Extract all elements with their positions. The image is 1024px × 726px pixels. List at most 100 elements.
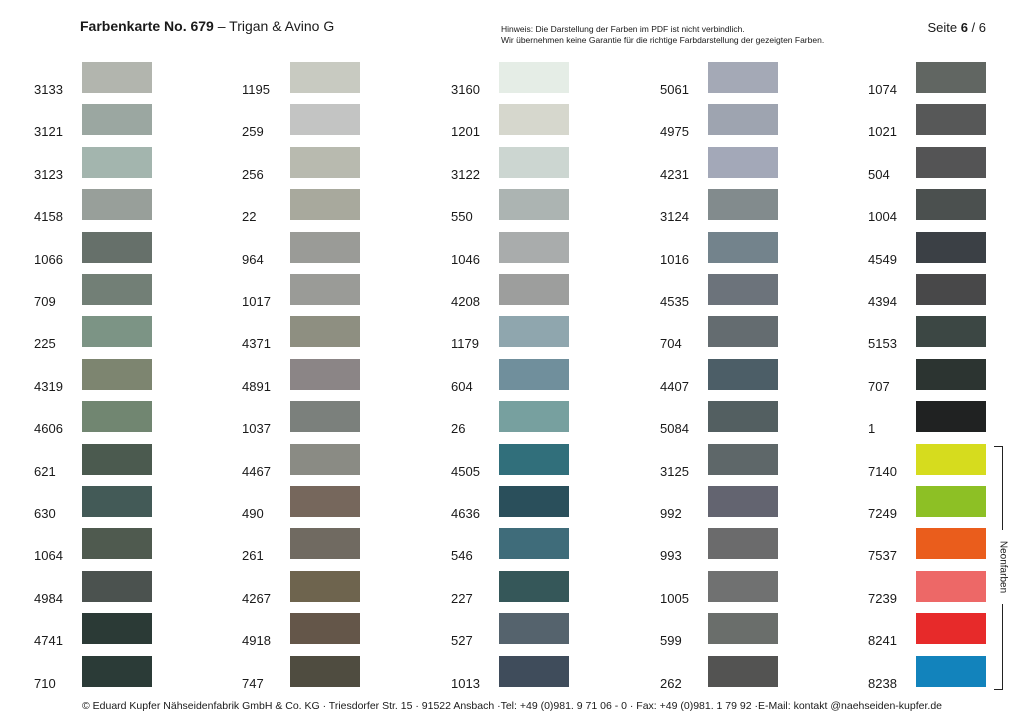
color-entry: 992 xyxy=(660,486,820,528)
color-code: 4636 xyxy=(451,506,480,521)
color-code: 1016 xyxy=(660,251,689,267)
color-swatch xyxy=(916,104,986,136)
color-swatch xyxy=(916,274,986,305)
color-code: 599 xyxy=(660,633,682,649)
color-entry: 227 xyxy=(451,570,611,613)
color-entry: 1 xyxy=(868,401,1024,443)
color-swatch xyxy=(499,570,569,602)
color-code: 1195 xyxy=(242,82,270,97)
color-entry: 256 xyxy=(242,146,402,189)
color-entry: 604 xyxy=(451,358,611,401)
color-code: 604 xyxy=(451,378,473,394)
color-code: 4975 xyxy=(660,124,689,140)
disclaimer-line-2: Wir übernehmen keine Garantie für die ri… xyxy=(501,35,825,45)
color-swatch xyxy=(708,189,778,221)
color-swatch xyxy=(708,316,778,348)
color-swatch xyxy=(916,401,986,433)
page-label: Seite xyxy=(927,20,961,35)
color-code: 527 xyxy=(451,633,473,649)
color-entry: 630 xyxy=(34,486,194,528)
color-code: 7140 xyxy=(868,463,897,479)
color-entry: 1004 xyxy=(868,189,1024,231)
card-title-number: Farbenkarte No. 679 xyxy=(80,18,214,34)
color-swatch xyxy=(82,443,152,475)
color-swatch xyxy=(708,655,778,687)
neon-label-gap xyxy=(996,530,1010,604)
page-current: 6 xyxy=(960,20,968,35)
color-swatch xyxy=(290,146,360,178)
color-code: 1013 xyxy=(451,675,480,691)
color-entry: 3124 xyxy=(660,189,820,231)
color-swatch xyxy=(499,274,569,305)
color-code: 3160 xyxy=(451,82,480,97)
color-code: 4549 xyxy=(868,251,897,267)
footer-contact: © Eduard Kupfer Nähseidenfabrik GmbH & C… xyxy=(81,700,943,712)
color-entry: 4636 xyxy=(451,486,611,528)
color-swatch xyxy=(916,570,986,602)
color-entry: 621 xyxy=(34,443,194,486)
color-entry: 7239 xyxy=(868,570,1024,613)
color-code: 621 xyxy=(34,463,56,479)
color-swatch xyxy=(499,62,569,93)
page-total: / 6 xyxy=(967,20,986,35)
color-entry: 707 xyxy=(868,358,1024,401)
color-entry: 599 xyxy=(660,613,820,655)
color-entry: 490 xyxy=(242,486,402,528)
color-entry: 5061 xyxy=(660,62,820,104)
color-entry: 1066 xyxy=(34,231,194,274)
color-code: 630 xyxy=(34,506,56,521)
color-code: 1064 xyxy=(34,548,63,564)
color-swatch xyxy=(499,443,569,475)
color-entry: 4505 xyxy=(451,443,611,486)
color-entry: 3123 xyxy=(34,146,194,189)
color-code: 1179 xyxy=(451,336,479,352)
color-entry: 1179 xyxy=(451,316,611,358)
color-swatch xyxy=(916,189,986,221)
color-code: 7249 xyxy=(868,506,897,521)
color-entry: 709 xyxy=(34,274,194,316)
color-code: 3121 xyxy=(34,124,63,140)
color-swatch xyxy=(82,358,152,390)
color-swatch xyxy=(499,401,569,433)
color-swatch xyxy=(290,316,360,348)
color-entry: 8238 xyxy=(868,655,1024,698)
color-swatch xyxy=(290,570,360,602)
color-entry: 1046 xyxy=(451,231,611,274)
color-code: 1201 xyxy=(451,124,480,140)
color-code: 504 xyxy=(868,166,890,182)
color-swatch xyxy=(708,486,778,517)
color-swatch xyxy=(82,316,152,348)
color-entry: 8241 xyxy=(868,613,1024,655)
color-code: 3122 xyxy=(451,166,480,182)
color-swatch xyxy=(290,528,360,560)
color-code: 4371 xyxy=(242,336,271,352)
color-entry: 964 xyxy=(242,231,402,274)
color-code: 1017 xyxy=(242,294,271,309)
color-code: 1037 xyxy=(242,421,271,437)
color-swatch xyxy=(499,231,569,263)
card-title-subtitle: – Trigan & Avino G xyxy=(213,18,335,34)
color-swatch xyxy=(916,443,986,475)
color-swatch xyxy=(916,528,986,560)
color-swatch xyxy=(708,62,778,93)
color-swatch xyxy=(916,231,986,263)
color-entry: 1037 xyxy=(242,401,402,443)
color-swatch xyxy=(499,146,569,178)
color-code: 262 xyxy=(660,675,682,691)
color-entry: 4918 xyxy=(242,613,402,655)
color-entry: 527 xyxy=(451,613,611,655)
color-entry: 1201 xyxy=(451,104,611,146)
color-code: 992 xyxy=(660,506,682,521)
color-swatch xyxy=(290,104,360,136)
color-swatch xyxy=(499,316,569,348)
color-code: 1004 xyxy=(868,209,897,225)
color-code: 1046 xyxy=(451,251,480,267)
color-swatch xyxy=(916,62,986,93)
color-swatch xyxy=(82,62,152,93)
color-swatch xyxy=(916,486,986,517)
color-entry: 550 xyxy=(451,189,611,231)
color-swatch xyxy=(499,613,569,645)
color-swatch xyxy=(708,231,778,263)
color-swatch xyxy=(82,528,152,560)
color-code: 8238 xyxy=(868,675,897,691)
